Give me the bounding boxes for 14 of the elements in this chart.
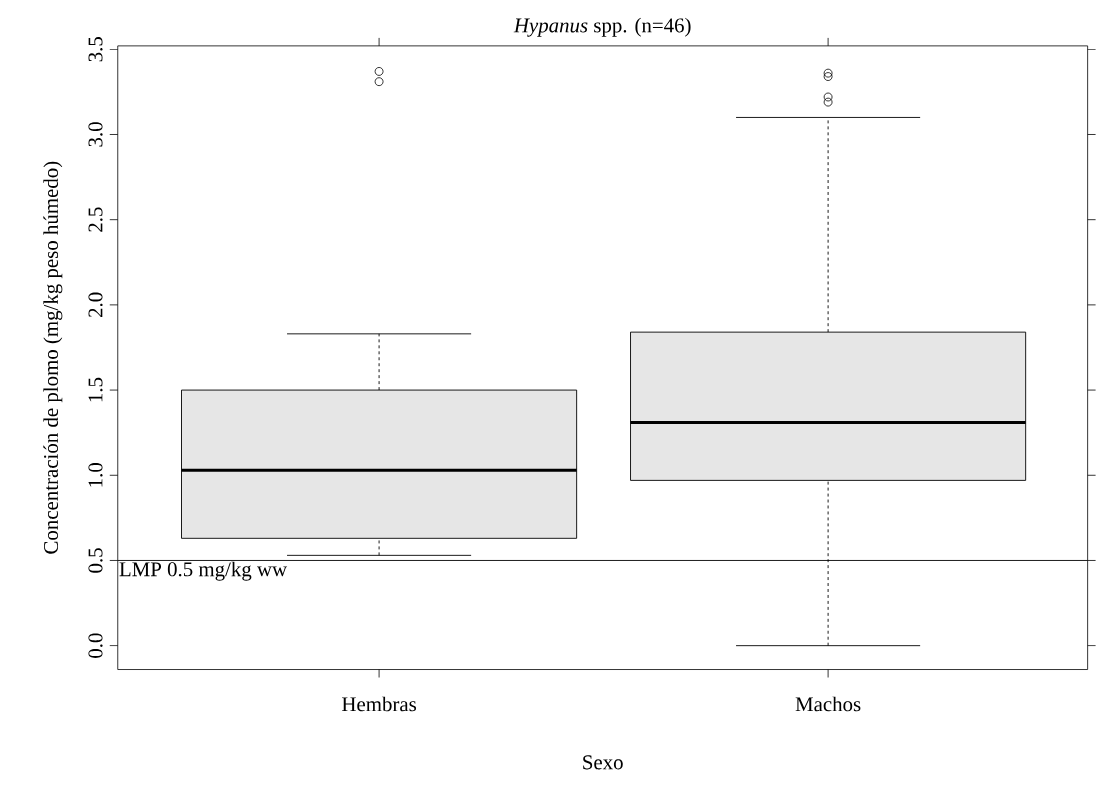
y-tick-label: 0.5 (88, 548, 103, 573)
y-tick-label: 3.0 (88, 122, 103, 147)
ref-line-label: LMP 0.5 mg/kg ww (119, 561, 288, 581)
y-tick-label: 0.0 (88, 633, 103, 658)
y-tick-label: 2.0 (88, 292, 103, 317)
y-axis-title: Concentración de plomo (mg/kg peso húmedo) (43, 161, 63, 554)
x-tick-label: Machos (795, 696, 861, 712)
y-tick-label: 1.0 (88, 462, 103, 487)
y-tick-label: 2.5 (88, 207, 103, 232)
x-tick-label: Hembras (342, 696, 417, 712)
y-tick-label: 3.5 (88, 36, 103, 62)
chart-title: Hypanus spp. (n=46) (513, 17, 691, 37)
y-tick-label: 1.5 (88, 377, 103, 402)
x-axis-title: Sexo (583, 755, 623, 770)
